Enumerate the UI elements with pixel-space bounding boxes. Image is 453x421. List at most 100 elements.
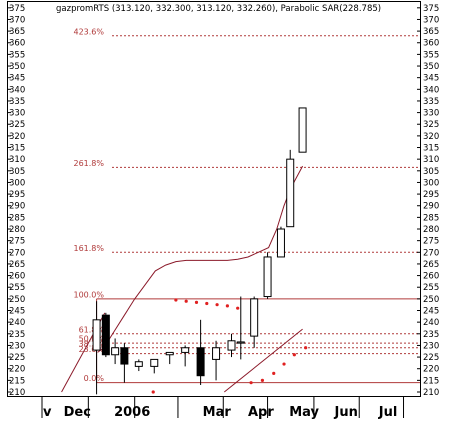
candle-body-16 [298,107,307,153]
sar-point-10 [272,371,276,375]
x-label-1: Dec [64,405,91,420]
y-tick-label-left-25: 335 [9,97,25,107]
parabolic-sar [151,298,308,394]
x-label-2: 2006 [114,405,150,420]
candle-body-8 [196,347,205,377]
candle-body-0 [92,319,101,351]
y-tick-label-left-16: 290 [9,202,25,212]
y-tick-label-right-24: 330 [423,109,439,119]
fib-level-label-2: 38.2% [79,339,105,348]
y-tick-label-left-12: 270 [9,248,25,258]
candle-body-7 [181,347,190,353]
sar-point-4 [205,301,209,306]
fib-level-label-6: 161.8% [73,244,104,253]
y-tick-label-left-17: 295 [9,190,25,200]
y-tick-label-right-22: 320 [423,132,439,142]
y-tick-label-left-5: 235 [9,330,25,340]
candle-body-2 [111,347,120,356]
y-tick-label-left-7: 245 [9,307,25,317]
y-tick-label-right-26: 340 [423,85,439,95]
x-label-0: v [43,405,52,420]
trend-line-1 [223,328,303,393]
sar-point-7 [236,306,240,310]
y-tick-label-left-28: 350 [9,62,25,72]
y-tick-label-left-30: 360 [9,39,25,49]
y-tick-label-left-24: 330 [9,109,25,119]
sar-point-13 [304,346,308,350]
y-tick-label-left-10: 260 [9,272,25,282]
sar-point-3 [194,300,199,304]
candle-body-1 [101,314,110,356]
candle-body-4 [134,361,143,367]
y-tick-label-right-5: 235 [423,330,439,340]
sar-point-1 [174,298,178,302]
y-tick-label-right-13: 275 [423,237,439,247]
y-tick-label-left-6: 240 [9,318,25,328]
sar-point-0 [151,390,155,394]
sar-point-6 [225,304,229,308]
y-tick-label-right-14: 280 [423,225,439,235]
x-label-7: Jul [378,405,398,420]
plot-area-frame [7,1,421,397]
fib-level-label-1: 23.6% [79,345,105,354]
candle-body-5 [150,358,159,367]
y-tick-label-right-8: 250 [423,295,439,305]
y-tick-label-right-15: 285 [423,213,439,223]
sar-point-5 [215,303,219,307]
y-tick-label-right-4: 230 [423,341,439,351]
y-tick-label-right-1: 215 [423,376,439,386]
y-tick-label-right-27: 345 [423,74,439,84]
candle-body-3 [120,347,129,365]
candlesticks [92,107,307,395]
y-tick-label-right-31: 365 [423,27,439,37]
y-tick-label-right-17: 295 [423,190,439,200]
y-tick-label-left-8: 250 [9,295,25,305]
y-tick-label-right-11: 265 [423,260,439,270]
sar-point-11 [282,362,286,366]
y-tick-label-right-9: 255 [423,283,439,293]
y-tick-label-right-23: 325 [423,120,439,130]
sar-point-12 [292,353,296,357]
y-tick-label-left-3: 225 [9,353,25,363]
y-tick-label-right-21: 315 [423,144,439,154]
y-tick-label-right-10: 260 [423,272,439,282]
fib-level-label-4: 61.8% [79,325,105,334]
y-tick-label-left-26: 340 [9,85,25,95]
y-tick-label-right-20: 310 [423,155,439,165]
y-tick-label-right-19: 305 [423,167,439,177]
y-tick-label-left-27: 345 [9,74,25,84]
y-tick-label-right-29: 355 [423,50,439,60]
fib-level-label-0: 0.0% [84,374,105,383]
y-tick-label-left-33: 375 [9,4,25,14]
y-tick-label-left-1: 215 [9,376,25,386]
y-tick-label-left-32: 370 [9,15,25,25]
sar-point-2 [184,299,188,303]
y-tick-label-left-31: 365 [9,27,25,37]
x-label-6: Jun [334,405,358,420]
candle-body-15 [286,158,295,228]
y-tick-label-left-9: 255 [9,283,25,293]
y-tick-label-right-33: 375 [423,4,439,14]
y-tick-label-right-6: 240 [423,318,439,328]
candle-body-6 [165,351,174,356]
fib-level-label-8: 423.6% [73,27,104,36]
y-tick-label-left-19: 305 [9,167,25,177]
y-tick-label-right-2: 220 [423,365,439,375]
x-label-5: May [289,405,319,420]
chart-header: gazpromRTS (313.120, 332.300, 313.120, 3… [56,4,381,14]
y-tick-label-left-0: 210 [9,388,25,398]
y-tick-label-left-21: 315 [9,144,25,154]
y-tick-label-right-28: 350 [423,62,439,72]
x-label-3: Mar [203,405,232,420]
y-tick-label-left-20: 310 [9,155,25,165]
x-label-4: Apr [248,405,274,420]
y-tick-label-left-4: 230 [9,341,25,351]
y-tick-label-right-25: 335 [423,97,439,107]
y-tick-label-left-15: 285 [9,213,25,223]
ma-line [97,165,304,353]
sar-point-8 [249,381,253,385]
moving-average [97,165,304,353]
